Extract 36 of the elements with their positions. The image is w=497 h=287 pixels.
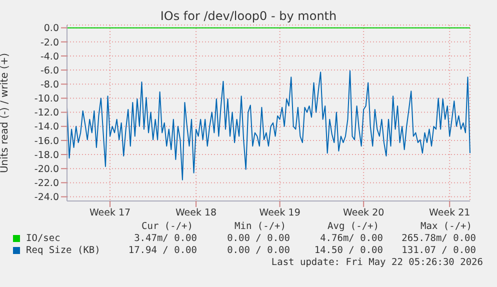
text: 4.76m/ 0.00 xyxy=(320,233,383,244)
y-tick-label: -10.0 xyxy=(34,94,59,105)
y-axis-title: Units read (-) / write (+) xyxy=(0,52,11,174)
text: Min (-/+) xyxy=(234,221,286,232)
y-tick-label: -20.0 xyxy=(34,164,59,175)
y-tick-label: 0.0 xyxy=(44,23,59,34)
y-tick-label: -8.0 xyxy=(40,80,59,91)
text: 0.00 / 0.00 xyxy=(227,245,290,256)
y-tick-label: -2.0 xyxy=(40,37,59,48)
legend-label: Req Size (KB) xyxy=(26,245,100,256)
y-tick-label: -22.0 xyxy=(34,178,59,190)
text: Max (-/+) xyxy=(420,221,472,232)
x-tick-label: Week 19 xyxy=(259,208,300,219)
y-tick-label: -24.0 xyxy=(34,192,59,204)
chart-title: IOs for /dev/loop0 - by month xyxy=(160,9,337,23)
text: 17.94 / 0.00 xyxy=(128,245,197,256)
x-tick-label: Week 18 xyxy=(175,208,217,219)
text: 14.50 / 0.00 xyxy=(314,245,383,256)
line-series xyxy=(66,70,470,180)
text: Avg (-/+) xyxy=(328,221,379,232)
y-tick-label: -6.0 xyxy=(40,65,59,76)
text: Last update: Fri May 22 05:26:30 2026 xyxy=(270,257,483,268)
x-tick-label: Week 20 xyxy=(343,208,384,219)
y-tick-label: -4.0 xyxy=(40,51,59,62)
text: Cur (-/+) xyxy=(142,221,193,232)
y-tick-label: -18.0 xyxy=(34,150,59,161)
y-tick-label: -16.0 xyxy=(34,136,59,147)
text: 0.00 / 0.00 xyxy=(227,233,290,244)
text: 3.47m/ 0.00 xyxy=(134,233,197,244)
x-tick-label: Week 21 xyxy=(429,208,470,219)
text: 265.78m/ 0.00 xyxy=(402,233,476,244)
text: 131.07 / 0.00 xyxy=(402,245,476,256)
y-tick-label: -12.0 xyxy=(34,108,59,119)
x-tick-label: Week 17 xyxy=(89,208,131,219)
y-tick-label: -14.0 xyxy=(34,122,59,133)
legend-label: IO/sec xyxy=(26,233,60,244)
